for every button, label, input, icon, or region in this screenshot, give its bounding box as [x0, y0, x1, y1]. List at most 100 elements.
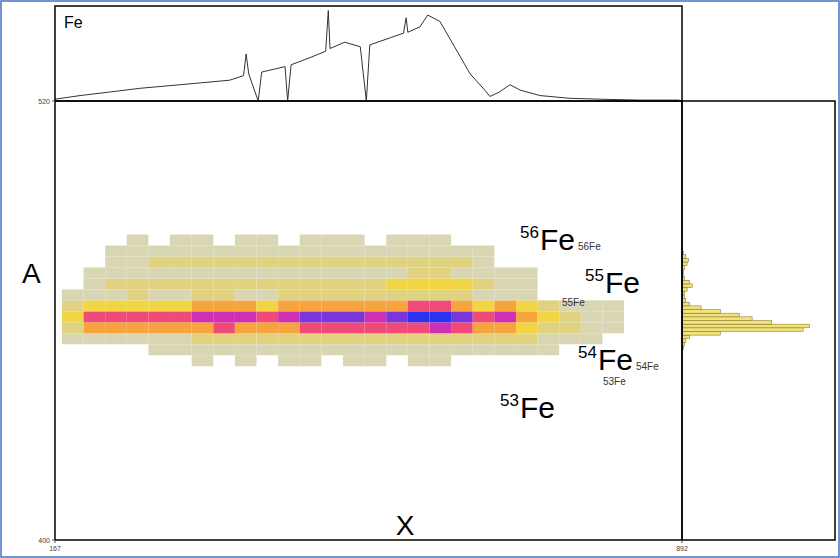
heatmap-cell	[538, 344, 560, 355]
heatmap-cell	[602, 235, 624, 246]
projection-bar	[682, 328, 803, 332]
heatmap-cell	[516, 355, 538, 366]
heatmap-cell	[278, 344, 300, 355]
annotations: 56Fe56Fe55Fe55Fe54Fe54Fe53Fe53Fe	[500, 223, 659, 424]
heatmap-cell	[105, 267, 127, 278]
heatmap-cell	[278, 235, 300, 246]
heatmap-cell	[494, 300, 516, 311]
heatmap-cell	[365, 300, 387, 311]
heatmap-cell	[127, 322, 149, 333]
heatmap-cell	[192, 289, 214, 300]
heatmap-cell	[386, 322, 408, 333]
heatmap-cell	[559, 278, 581, 289]
heatmap-cell	[213, 311, 235, 322]
heatmap-cell	[365, 355, 387, 366]
heatmap-cell	[386, 355, 408, 366]
projection-line	[55, 11, 679, 101]
heatmap-cell	[321, 267, 343, 278]
heatmap-cell	[192, 267, 214, 278]
heatmap-cell	[148, 289, 170, 300]
heatmap-cell	[429, 344, 451, 355]
heatmap-cell	[127, 289, 149, 300]
heatmap-cell	[170, 333, 192, 344]
heatmap-cell	[257, 256, 279, 267]
heatmap-cell	[278, 355, 300, 366]
heatmap-cell	[386, 267, 408, 278]
heatmap-cell	[105, 235, 127, 246]
heatmap-cell	[321, 235, 343, 246]
heatmap-cell	[473, 322, 495, 333]
y-tick-label: 400	[38, 537, 50, 544]
heatmap-cell	[192, 235, 214, 246]
heatmap-cell	[300, 344, 322, 355]
heatmap-cell	[300, 289, 322, 300]
heatmap-cell	[170, 256, 192, 267]
heatmap-cell	[516, 256, 538, 267]
heatmap-cell	[429, 355, 451, 366]
heatmap-cell	[257, 355, 279, 366]
heatmap-cell	[257, 289, 279, 300]
heatmap-cell	[192, 355, 214, 366]
heatmap-cell	[451, 322, 473, 333]
heatmap-cell	[343, 235, 365, 246]
heatmap-cell	[451, 333, 473, 344]
heatmap-cell	[192, 300, 214, 311]
projection-bar	[682, 284, 692, 288]
heatmap-cell	[235, 289, 257, 300]
heatmap-cell	[192, 311, 214, 322]
heatmap-cell	[494, 344, 516, 355]
isotope-small-label: 53Fe	[603, 376, 626, 387]
heatmap-cell	[538, 278, 560, 289]
heatmap-cell	[235, 267, 257, 278]
heatmap-cell	[451, 289, 473, 300]
heatmap-cell	[84, 355, 106, 366]
heatmap-cell	[538, 355, 560, 366]
heatmap-cell	[84, 333, 106, 344]
heatmap-cell	[84, 344, 106, 355]
heatmap-cell	[300, 322, 322, 333]
heatmap-cell	[148, 246, 170, 257]
heatmap-cell	[127, 278, 149, 289]
outer-frame	[1, 1, 839, 557]
heatmap-cell	[278, 256, 300, 267]
heatmap-cell	[84, 235, 106, 246]
heatmap-cell	[170, 235, 192, 246]
heatmap-cell	[559, 322, 581, 333]
heatmap-cell	[365, 289, 387, 300]
heatmap-cell	[105, 311, 127, 322]
heatmap-cell	[429, 300, 451, 311]
heatmap-cell	[235, 256, 257, 267]
right-frame	[682, 101, 835, 540]
heatmap-cell	[386, 344, 408, 355]
heatmap-cell	[538, 289, 560, 300]
heatmap-cell	[602, 311, 624, 322]
heatmap-cell	[148, 355, 170, 366]
heatmap-cell	[62, 333, 84, 344]
heatmap-cell	[148, 344, 170, 355]
heatmap-cell	[386, 333, 408, 344]
heatmap-cell	[494, 235, 516, 246]
heatmap-cell	[321, 355, 343, 366]
heatmap-cell	[516, 267, 538, 278]
isotope-mass: 56	[520, 223, 539, 242]
y-tick-label: 520	[38, 98, 50, 105]
heatmap-cell	[343, 333, 365, 344]
heatmap-cell	[213, 322, 235, 333]
projection-bar	[682, 258, 688, 262]
projection-bar	[682, 310, 720, 314]
heatmap-cell	[516, 344, 538, 355]
y-tick	[52, 540, 55, 541]
heatmap-cell	[516, 246, 538, 257]
heatmap-cell	[278, 333, 300, 344]
heatmap-cell	[257, 344, 279, 355]
top-frame	[55, 6, 682, 101]
heatmap-cell	[321, 300, 343, 311]
heatmap-cell	[516, 311, 538, 322]
heatmap-cell	[62, 311, 84, 322]
heatmap-cell	[365, 256, 387, 267]
heatmap-cell	[105, 300, 127, 311]
heatmap-cell	[538, 300, 560, 311]
isotope-mass: 54	[578, 343, 597, 362]
heatmap-cell	[386, 256, 408, 267]
heatmap-cell	[213, 344, 235, 355]
